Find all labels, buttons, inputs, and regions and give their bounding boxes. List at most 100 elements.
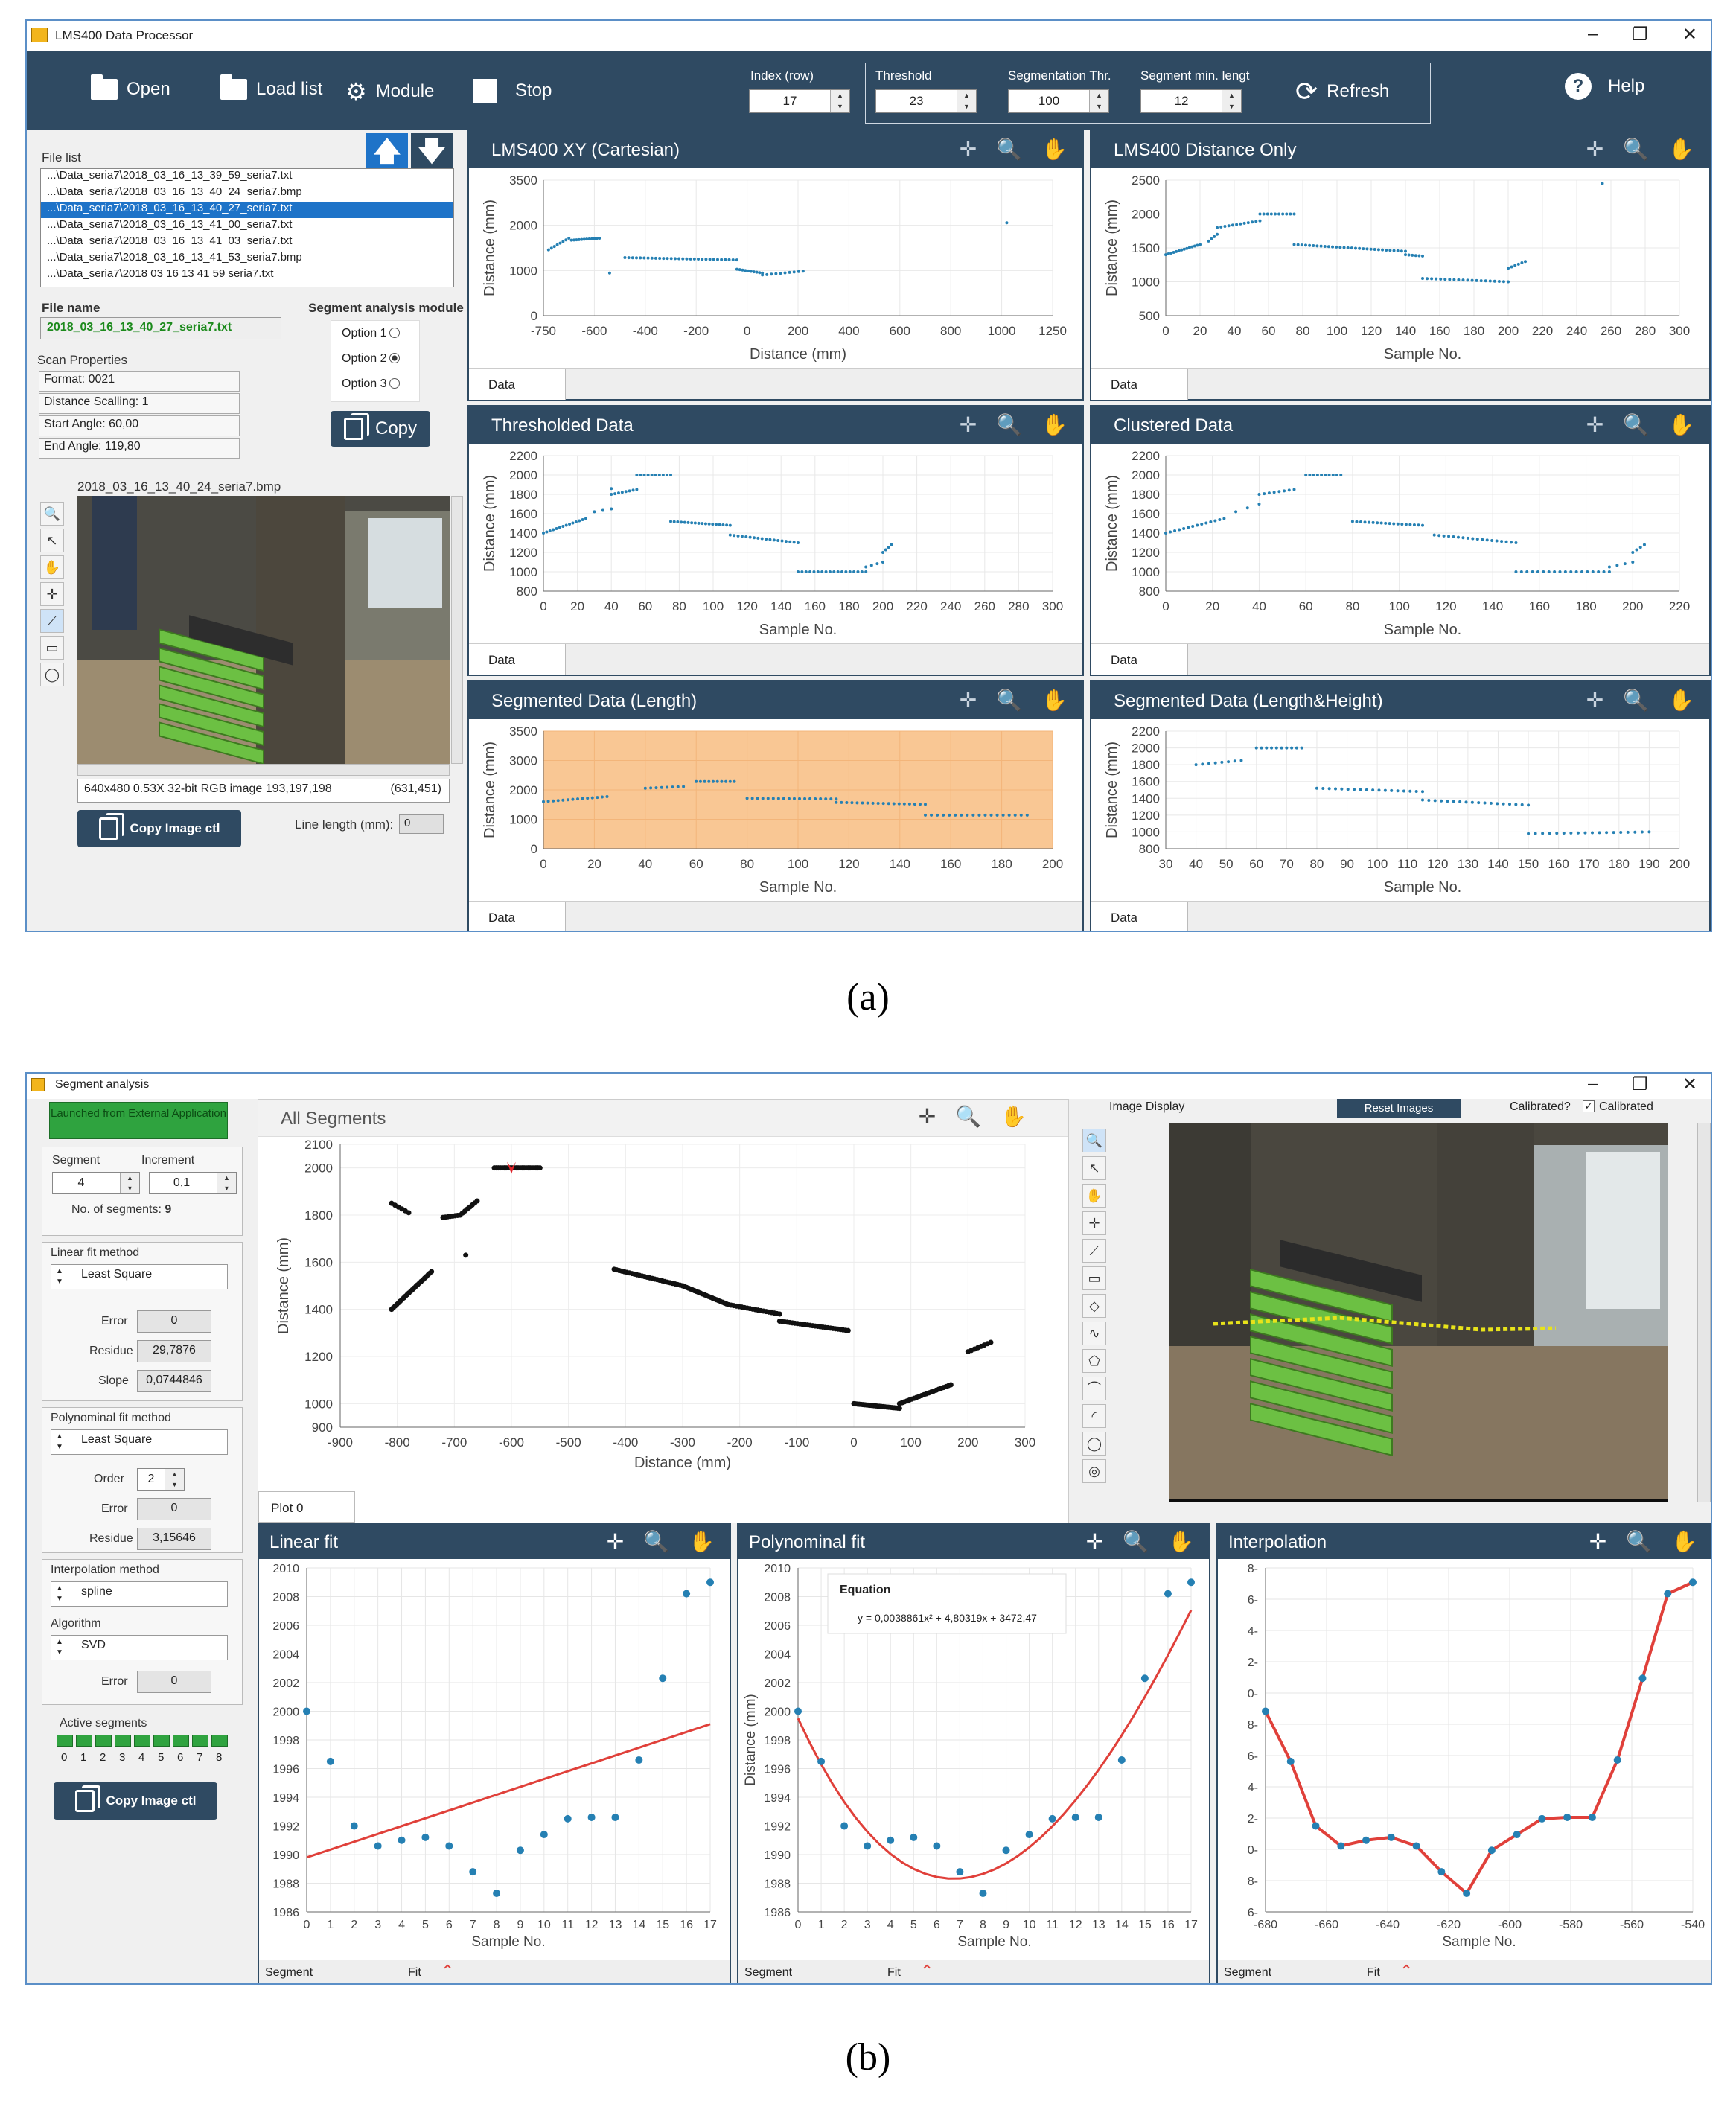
file-list-item[interactable]: ...\Data_seria7\2018_03_16_13_41_03_seri…: [47, 235, 293, 247]
help-button[interactable]: ? Help: [1565, 73, 1644, 100]
chart-area[interactable]: 0 20 40 60 80 100 120 140 160 180 200 220 800 1000 120…: [1091, 444, 1709, 643]
pan-tool-icon[interactable]: ✋: [40, 555, 64, 579]
chart-area[interactable]: 0 20 40 60 80 100 120 140 160 180 200 220 240 260 280 3…: [1091, 168, 1709, 368]
refresh-button[interactable]: ⟳ Refresh: [1295, 76, 1389, 107]
stepper-arrows-icon[interactable]: ▲ ▼: [165, 1469, 184, 1490]
zoom-icon[interactable]: 🔍: [1623, 413, 1650, 436]
cursor-marker[interactable]: [507, 1161, 516, 1174]
seg-min-stepper[interactable]: 12 ▲ ▼: [1140, 89, 1242, 113]
threshold-stepper[interactable]: 23 ▲ ▼: [875, 89, 977, 113]
file-list-item[interactable]: ...\Data_seria7\2018_03_16_13_39_59_seri…: [47, 169, 293, 182]
increment-stepper[interactable]: 0,1 ▲ ▼: [149, 1172, 237, 1194]
segment-led[interactable]: [115, 1735, 131, 1747]
chart-area[interactable]: 30 40 50 60 70 80 90 100 110 120 130 140 150 160 170 18…: [1091, 719, 1709, 901]
chart-area[interactable]: 0 1 2 3 4 5 6 7 8 9 10 11 12 13 14 15 16 17 1986 1988 1990 19…: [738, 1559, 1209, 1960]
minimize-icon[interactable]: –: [1588, 24, 1598, 44]
option-radio[interactable]: Option 1: [342, 327, 401, 340]
segment-led[interactable]: [153, 1735, 170, 1747]
pan-hand-icon[interactable]: ✋: [1168, 1530, 1194, 1553]
file-list-item[interactable]: ...\Data_seria7\2018 03 16 13 41 59 seri…: [47, 267, 274, 280]
pan-hand-icon[interactable]: ✋: [1041, 413, 1068, 436]
pointer-tool-icon[interactable]: ↖: [1082, 1156, 1106, 1180]
stepper-arrows-icon[interactable]: ▲ ▼: [830, 90, 849, 112]
image-vscroll[interactable]: [451, 496, 463, 764]
file-list-item[interactable]: ...\Data_seria7\2018_03_16_13_40_27_seri…: [41, 202, 453, 218]
algo-select[interactable]: ▲ ▼ SVD: [51, 1635, 228, 1660]
pointer-tool-icon[interactable]: ↖: [40, 529, 64, 552]
rectangle-tool-icon[interactable]: ▭: [1082, 1266, 1106, 1290]
freehand-tool-icon[interactable]: ∿: [1082, 1322, 1106, 1345]
move-down-button[interactable]: 🡇: [411, 133, 453, 171]
minimize-icon[interactable]: –: [1588, 1074, 1598, 1094]
zoom-tool-icon[interactable]: 🔍: [1082, 1129, 1106, 1152]
pan-hand-icon[interactable]: ✋: [1668, 413, 1694, 436]
module-button[interactable]: ⚙ Module: [345, 77, 434, 106]
polygon-tool-icon[interactable]: ⬠: [1082, 1349, 1106, 1373]
load-list-button[interactable]: Load list: [220, 74, 322, 100]
image-vscroll[interactable]: [1697, 1123, 1711, 1502]
segment-led[interactable]: [192, 1735, 208, 1747]
crosshair-icon[interactable]: ✛: [959, 689, 977, 712]
chart-area[interactable]: 0 20 40 60 80 100 120 140 160 180 200 220 240 260 280 3…: [469, 444, 1082, 643]
segment-led[interactable]: [134, 1735, 150, 1747]
rotated-rect-tool-icon[interactable]: ◇: [1082, 1294, 1106, 1318]
zoom-icon[interactable]: 🔍: [643, 1530, 670, 1553]
segment-led[interactable]: [95, 1735, 112, 1747]
file-list[interactable]: ...\Data_seria7\2018_03_16_13_39_59_seri…: [40, 168, 454, 287]
zoom-icon[interactable]: 🔍: [1623, 138, 1650, 161]
close-icon[interactable]: ✕: [1682, 25, 1697, 45]
move-up-button[interactable]: 🡅: [366, 133, 408, 171]
stop-button[interactable]: Stop: [473, 79, 552, 103]
rectangle-tool-icon[interactable]: ▭: [40, 636, 64, 660]
restore-icon[interactable]: ❐: [1632, 25, 1648, 45]
stepper-arrows-icon[interactable]: ▲ ▼: [1089, 90, 1108, 112]
ellipse-tool-icon[interactable]: ◯: [40, 663, 64, 686]
pan-hand-icon[interactable]: ✋: [1668, 689, 1694, 712]
line-tool-icon[interactable]: ⟋: [40, 609, 64, 633]
stepper-arrows-icon[interactable]: ▲ ▼: [120, 1173, 139, 1193]
seg-thr-stepper[interactable]: 100 ▲ ▼: [1008, 89, 1109, 113]
calibrated-image[interactable]: [1169, 1123, 1668, 1502]
segment-stepper[interactable]: 4 ▲ ▼: [52, 1172, 140, 1194]
zoom-icon[interactable]: 🔍: [996, 689, 1023, 712]
zoom-icon[interactable]: 🔍: [955, 1105, 982, 1128]
pan-hand-icon[interactable]: ✋: [1671, 1530, 1697, 1553]
option-radio[interactable]: Option 2: [342, 352, 401, 366]
stepper-arrows-icon[interactable]: ▲ ▼: [1222, 90, 1241, 112]
image-hscroll[interactable]: [77, 764, 450, 776]
pan-tool-icon[interactable]: ✋: [1082, 1184, 1106, 1208]
reset-images-button[interactable]: Reset Images: [1337, 1099, 1461, 1118]
chart-area[interactable]: 0 1 2 3 4 5 6 7 8 9 10 11 12 13 14 15 16 17 1986 1988 1990 19…: [259, 1559, 730, 1960]
option-radio[interactable]: Option 3: [342, 377, 401, 391]
crosshair-icon[interactable]: ✛: [606, 1530, 625, 1553]
zoom-icon[interactable]: 🔍: [1623, 689, 1650, 712]
crosshair-tool-icon[interactable]: ✛: [40, 582, 64, 606]
zoom-tool-icon[interactable]: 🔍: [40, 502, 64, 526]
chart-area[interactable]: -680 -660 -640 -620 -600 -580 -560 -540 6- 8- 0- 2-…: [1218, 1559, 1711, 1960]
crosshair-icon[interactable]: ✛: [959, 138, 977, 161]
open-button[interactable]: Open: [91, 74, 170, 100]
polyfit-select[interactable]: ▲ ▼ Least Square: [51, 1429, 228, 1455]
zoom-icon[interactable]: 🔍: [996, 413, 1023, 436]
chart-area[interactable]: -750 -600 -400 -200 0 200 400 600 800 1000 1250 0 10…: [469, 168, 1082, 368]
file-list-item[interactable]: ...\Data_seria7\2018_03_16_13_41_00_seri…: [47, 218, 293, 231]
camera-image[interactable]: [77, 496, 450, 764]
linfit-select[interactable]: ▲ ▼ Least Square: [51, 1264, 228, 1289]
crosshair-icon[interactable]: ✛: [1586, 689, 1604, 712]
order-stepper[interactable]: 2 ▲ ▼: [137, 1468, 185, 1491]
pan-hand-icon[interactable]: ✋: [1668, 138, 1694, 161]
arc-tool-icon[interactable]: ◜: [1082, 1404, 1106, 1428]
segment-led[interactable]: [57, 1735, 73, 1747]
copy-button[interactable]: Copy: [331, 411, 430, 447]
crosshair-tool-icon[interactable]: ✛: [1082, 1211, 1106, 1235]
copy-image-button[interactable]: Copy Image ctl: [77, 810, 241, 847]
pan-hand-icon[interactable]: ✋: [1041, 138, 1068, 161]
all-segments-chart[interactable]: -900 -800 -700 -600 -500 -400 -300 -200 -100 0 100…: [258, 1137, 1070, 1493]
crosshair-icon[interactable]: ✛: [1085, 1530, 1104, 1553]
line-tool-icon[interactable]: ⟋: [1082, 1239, 1106, 1263]
close-icon[interactable]: ✕: [1682, 1074, 1697, 1094]
crosshair-icon[interactable]: ✛: [1586, 138, 1604, 161]
calibrated-checkbox[interactable]: ✓: [1583, 1100, 1595, 1112]
annulus-tool-icon[interactable]: ◎: [1082, 1459, 1106, 1483]
segment-led[interactable]: [211, 1735, 228, 1747]
